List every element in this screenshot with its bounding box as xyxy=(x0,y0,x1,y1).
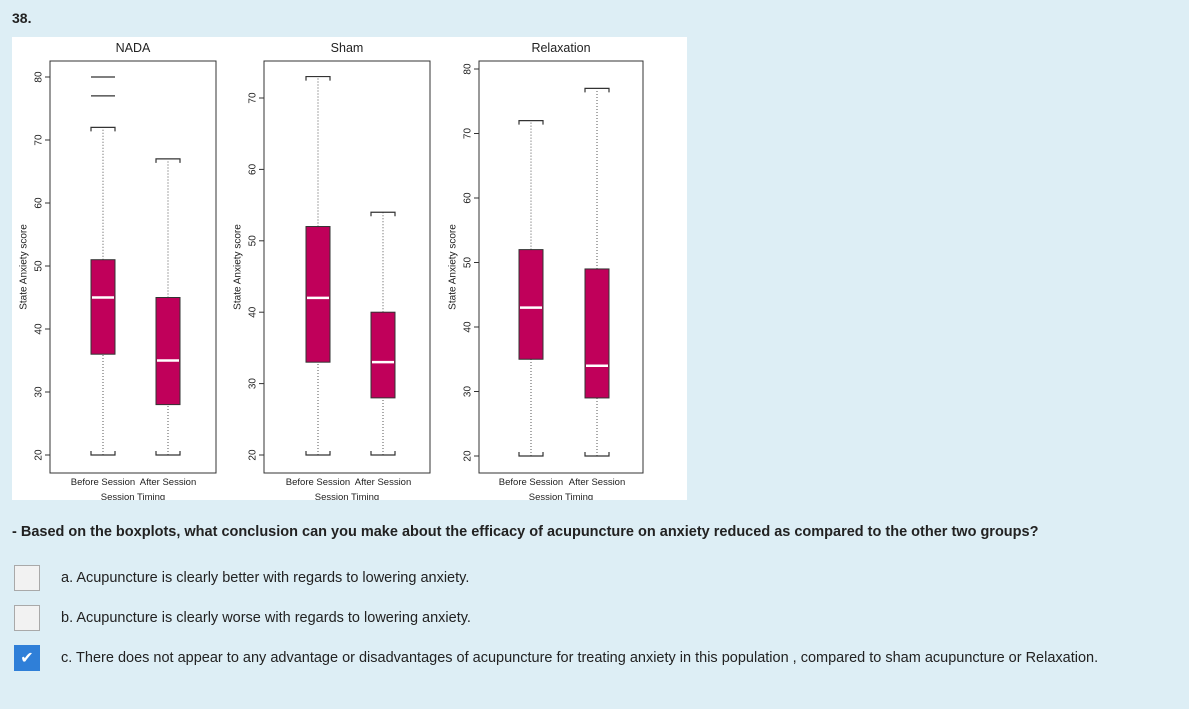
x-tick-label: After Session xyxy=(140,477,197,488)
whisker-cap-upper xyxy=(370,211,396,217)
whisker-cap-upper xyxy=(305,75,331,81)
y-axis-label: State Anxiety score xyxy=(233,224,244,310)
x-tick-label: Before Session xyxy=(499,477,563,488)
x-axis-label: Session Timing xyxy=(529,492,593,500)
y-tick-label: 60 xyxy=(248,163,259,175)
panel-title: Sham xyxy=(331,41,364,55)
option-b-checkbox[interactable] xyxy=(14,605,40,631)
whisker-cap-lower xyxy=(90,451,116,456)
question-number: 38. xyxy=(12,10,32,26)
checkmark-icon: ✔ xyxy=(20,650,34,667)
option-c-checkbox[interactable]: ✔ xyxy=(14,645,40,671)
y-tick-label: 40 xyxy=(463,321,474,333)
x-tick-label: Before Session xyxy=(286,477,350,488)
y-tick-label: 80 xyxy=(463,63,474,75)
box-iqr xyxy=(584,268,610,399)
whisker-cap-upper xyxy=(90,126,116,132)
boxplot-figure: NADA 20 30 40 50 60 70 80 State Anxiety score Bef… xyxy=(12,37,687,500)
y-tick-label: 20 xyxy=(248,449,259,461)
y-tick-label: 30 xyxy=(463,386,474,398)
box-iqr xyxy=(370,311,396,399)
panel-frame xyxy=(478,60,644,474)
option-a-checkbox[interactable] xyxy=(14,565,40,591)
whisker-cap-lower xyxy=(370,451,396,456)
x-tick-label: After Session xyxy=(355,477,412,488)
y-tick-label: 30 xyxy=(248,378,259,390)
question-text: - Based on the boxplots, what conclusion… xyxy=(12,524,1039,540)
box-iqr xyxy=(518,249,544,360)
y-tick-label: 40 xyxy=(248,306,259,318)
panel-title: NADA xyxy=(116,41,151,55)
x-tick-label: Before Session xyxy=(71,477,135,488)
y-tick-label: 60 xyxy=(463,192,474,204)
x-tick-label: After Session xyxy=(569,477,626,488)
y-axis-label: State Anxiety score xyxy=(19,224,30,310)
y-tick-label: 50 xyxy=(34,260,45,272)
whisker-cap-lower xyxy=(518,452,544,457)
y-tick-label: 60 xyxy=(34,197,45,209)
y-tick-label: 50 xyxy=(248,235,259,247)
panel-frame xyxy=(49,60,217,474)
y-tick-label: 70 xyxy=(34,134,45,146)
y-axis-label: State Anxiety score xyxy=(448,224,459,310)
boxplot-chart: NADA 20 30 40 50 60 70 80 State Anxiety score Bef… xyxy=(19,41,644,500)
option-c-label: c. There does not appear to any advantag… xyxy=(61,650,1099,666)
panel-title: Relaxation xyxy=(531,41,590,55)
y-tick-label: 80 xyxy=(34,71,45,83)
option-b-label: b. Acupuncture is clearly worse with reg… xyxy=(61,610,471,626)
y-tick-label: 70 xyxy=(463,128,474,140)
x-axis-label: Session Timing xyxy=(315,492,379,500)
whisker-cap-lower xyxy=(305,451,331,456)
y-tick-label: 20 xyxy=(463,450,474,462)
x-axis-label: Session Timing xyxy=(101,492,165,500)
panel-frame xyxy=(263,60,431,474)
whisker-cap-upper xyxy=(584,87,610,93)
whisker-cap-upper xyxy=(155,158,181,163)
box-iqr xyxy=(155,297,181,406)
box-iqr xyxy=(305,226,331,363)
y-tick-label: 30 xyxy=(34,386,45,398)
option-a-label: a. Acupuncture is clearly better with re… xyxy=(61,570,470,586)
whisker-cap-lower xyxy=(155,451,181,456)
whisker-cap-upper xyxy=(518,120,544,125)
box-iqr xyxy=(90,259,116,355)
y-tick-label: 40 xyxy=(34,323,45,335)
whisker-cap-lower xyxy=(584,452,610,457)
y-tick-label: 20 xyxy=(34,449,45,461)
y-tick-label: 70 xyxy=(248,92,259,104)
y-tick-label: 50 xyxy=(463,257,474,269)
